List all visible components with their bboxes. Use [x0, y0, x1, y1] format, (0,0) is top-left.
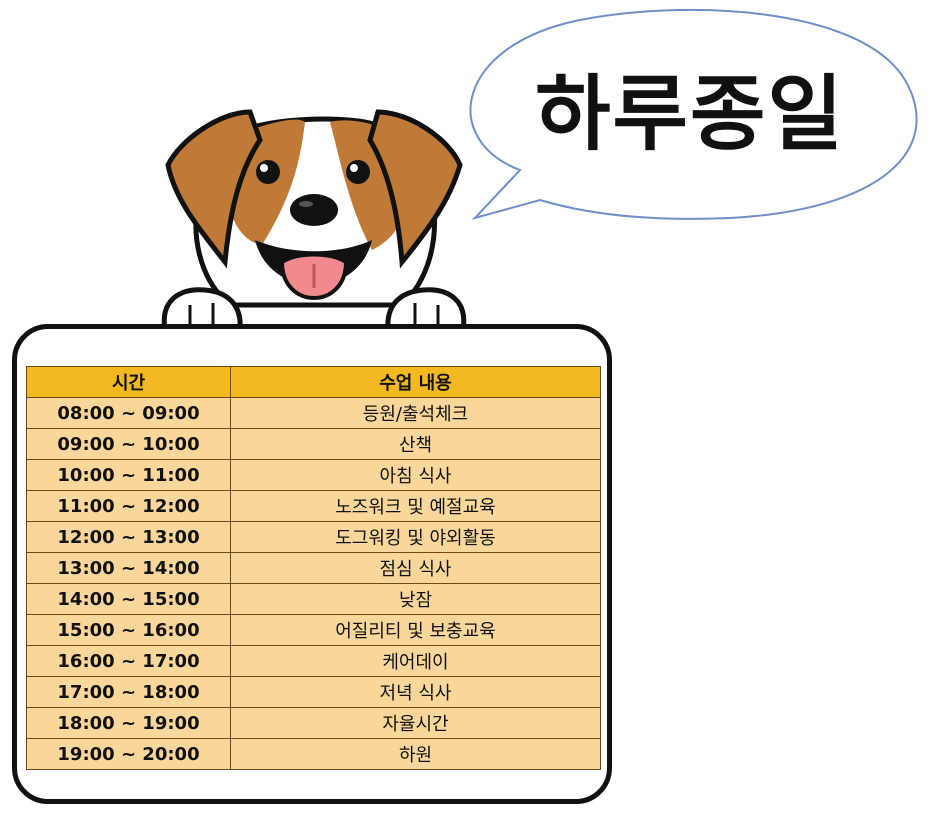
table-row: 17:00 ~ 18:00 저녁 식사	[26, 676, 601, 708]
left-paw	[161, 287, 243, 333]
content-cell: 등원/출석체크	[230, 397, 601, 429]
table-row: 19:00 ~ 20:00 하원	[26, 738, 601, 770]
table-row: 16:00 ~ 17:00 케어데이	[26, 645, 601, 677]
table-row: 09:00 ~ 10:00 산책	[26, 428, 601, 460]
table-row: 15:00 ~ 16:00 어질리티 및 보충교육	[26, 614, 601, 646]
time-cell: 15:00 ~ 16:00	[26, 614, 231, 646]
content-cell: 점심 식사	[230, 552, 601, 584]
time-cell: 09:00 ~ 10:00	[26, 428, 231, 460]
table-header-row: 시간 수업 내용	[26, 366, 601, 398]
content-cell: 산책	[230, 428, 601, 460]
time-cell: 10:00 ~ 11:00	[26, 459, 231, 491]
time-cell: 16:00 ~ 17:00	[26, 645, 231, 677]
schedule-table: 시간 수업 내용 08:00 ~ 09:00 등원/출석체크 09:00 ~ 10:…	[26, 366, 601, 770]
content-cell: 도그워킹 및 야외활동	[230, 521, 601, 553]
time-cell: 11:00 ~ 12:00	[26, 490, 231, 522]
header-content: 수업 내용	[230, 366, 601, 398]
time-cell: 19:00 ~ 20:00	[26, 738, 231, 770]
header-time: 시간	[26, 366, 231, 398]
content-cell: 낮잠	[230, 583, 601, 615]
speech-bubble-title: 하루종일	[535, 67, 845, 162]
table-row: 08:00 ~ 09:00 등원/출석체크	[26, 397, 601, 429]
time-cell: 08:00 ~ 09:00	[26, 397, 231, 429]
time-cell: 13:00 ~ 14:00	[26, 552, 231, 584]
table-row: 13:00 ~ 14:00 점심 식사	[26, 552, 601, 584]
table-row: 11:00 ~ 12:00 노즈워크 및 예절교육	[26, 490, 601, 522]
time-cell: 14:00 ~ 15:00	[26, 583, 231, 615]
schedule-rows: 08:00 ~ 09:00 등원/출석체크 09:00 ~ 10:00 산책 10:00…	[26, 397, 601, 770]
left-ear	[165, 109, 263, 269]
table-row: 12:00 ~ 13:00 도그워킹 및 야외활동	[26, 521, 601, 553]
content-cell: 자율시간	[230, 707, 601, 739]
table-row: 10:00 ~ 11:00 아침 식사	[26, 459, 601, 491]
content-cell: 케어데이	[230, 645, 601, 677]
table-row: 18:00 ~ 19:00 자율시간	[26, 707, 601, 739]
content-cell: 노즈워크 및 예절교육	[230, 490, 601, 522]
right-paw	[385, 287, 467, 333]
time-cell: 18:00 ~ 19:00	[26, 707, 231, 739]
content-cell: 어질리티 및 보충교육	[230, 614, 601, 646]
right-ear	[367, 109, 463, 269]
time-cell: 12:00 ~ 13:00	[26, 521, 231, 553]
content-cell: 저녁 식사	[230, 676, 601, 708]
time-cell: 17:00 ~ 18:00	[26, 676, 231, 708]
content-cell: 하원	[230, 738, 601, 770]
content-cell: 아침 식사	[230, 459, 601, 491]
table-row: 14:00 ~ 15:00 낮잠	[26, 583, 601, 615]
